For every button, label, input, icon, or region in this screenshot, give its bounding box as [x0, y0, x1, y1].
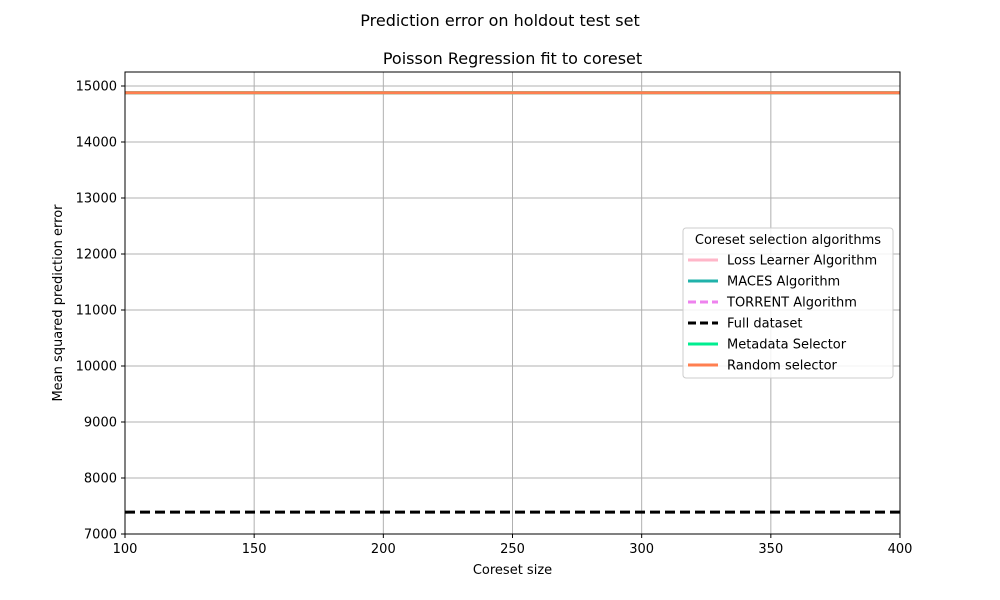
legend-label: MACES Algorithm [727, 275, 840, 290]
x-axis: 100 150 200 250 300 350 400 [113, 534, 913, 557]
legend-title: Coreset selection algorithms [695, 233, 881, 248]
figure-suptitle: Prediction error on holdout test set [360, 11, 640, 30]
legend-box [682, 227, 894, 379]
legend-label: Loss Learner Algorithm [727, 254, 877, 269]
y-tick-label: 12000 [76, 248, 117, 263]
y-tick-label: 9000 [84, 416, 117, 431]
legend: Coreset selection algorithms Loss Learne… [682, 227, 894, 379]
y-tick-label: 13000 [76, 192, 117, 207]
y-tick-label: 8000 [84, 472, 117, 487]
legend-label: Random selector [727, 359, 838, 374]
x-tick-label: 200 [371, 542, 396, 557]
x-tick-label: 100 [113, 542, 138, 557]
y-tick-label: 10000 [76, 360, 117, 375]
y-axis: 7000 8000 9000 10000 11000 12000 13000 14000 150… [76, 80, 125, 543]
series-lines [125, 91, 900, 514]
y-tick-label: 15000 [76, 80, 117, 95]
chart-title: Poisson Regression fit to coreset [383, 49, 642, 68]
y-tick-label: 11000 [76, 304, 117, 319]
y-tick-label: 7000 [84, 528, 117, 543]
x-tick-label: 350 [758, 542, 783, 557]
legend-label: Metadata Selector [727, 338, 847, 353]
x-tick-label: 300 [629, 542, 654, 557]
x-tick-label: 400 [888, 542, 913, 557]
y-axis-label: Mean squared prediction error [51, 204, 66, 402]
x-tick-label: 150 [242, 542, 267, 557]
legend-label: Full dataset [727, 317, 803, 332]
y-tick-label: 14000 [76, 136, 117, 151]
x-axis-label: Coreset size [473, 563, 552, 578]
x-tick-label: 250 [500, 542, 525, 557]
legend-label: TORRENT Algorithm [726, 296, 857, 311]
